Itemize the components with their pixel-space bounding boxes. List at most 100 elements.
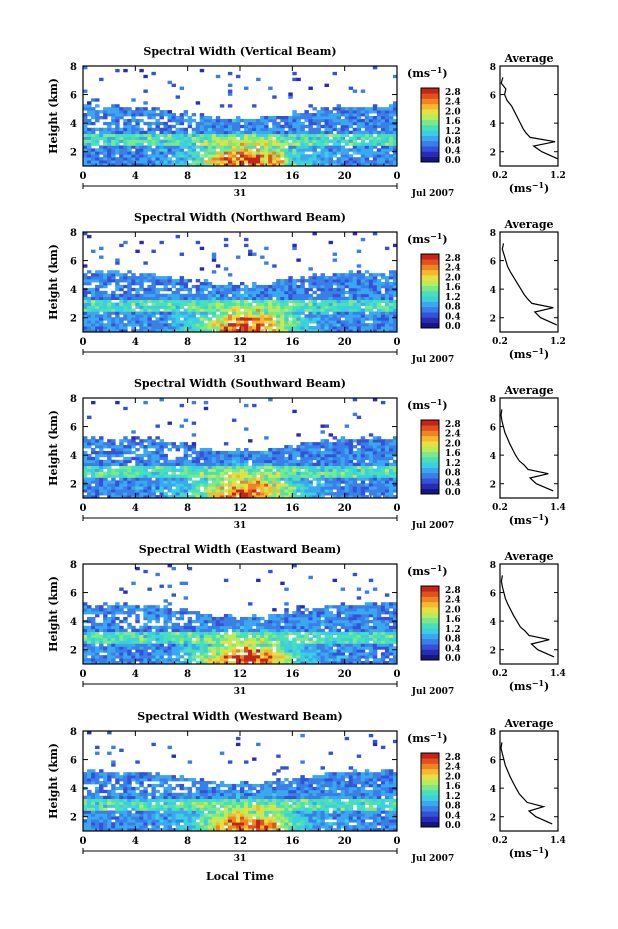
profile-unit-base: (ms — [509, 348, 532, 361]
profile-x-tick-label: 1.4 — [550, 503, 566, 513]
profile-y-tick-label: 6 — [490, 757, 496, 767]
colorbar-tick-label: 2.8 — [445, 88, 461, 98]
y-tick-label: 6 — [70, 756, 77, 767]
profile-line — [500, 409, 554, 492]
unit-label: (ms−1) — [407, 397, 448, 412]
colorbar-tick-label: 2.8 — [445, 586, 461, 596]
profile-y-tick-label: 8 — [490, 561, 496, 571]
profile-x-label: (ms−1) — [509, 346, 550, 361]
panel-0: Spectral Width (Vertical Beam)0 4 8 12 16 20 0… — [47, 45, 566, 199]
profile-y-tick-label: 4 — [490, 120, 496, 130]
x-tick-label: 12 — [233, 337, 247, 348]
y-tick-label: 4 — [70, 451, 77, 462]
colorbar-tick-label: 2.4 — [445, 596, 461, 606]
profile-y-tick-label: 4 — [490, 452, 496, 462]
profile-y-tick-label: 6 — [490, 258, 496, 268]
y-tick-label: 2 — [70, 314, 77, 325]
colorbar: 2.82.42.01.61.20.80.40.0 (ms−1) — [407, 730, 461, 831]
x-tick-label: 4 — [132, 171, 139, 182]
colorbar-tick-label: 0.8 — [445, 137, 461, 147]
y-tick-label: 8 — [70, 62, 77, 73]
colorbar: 2.82.42.01.61.20.80.40.0 (ms−1) — [407, 65, 461, 166]
colorbar-tick-label: 1.6 — [445, 449, 461, 459]
x-tick-label: 0 — [394, 503, 401, 514]
colorbar-frame — [420, 585, 440, 661]
x-tick-label: 8 — [184, 337, 191, 348]
x-tick-label: 8 — [184, 171, 191, 182]
profile-unit-close: ) — [544, 348, 549, 361]
x-tick-label: 12 — [233, 669, 247, 680]
profile-y-tick-label: 6 — [490, 92, 496, 102]
y-tick-label: 6 — [70, 91, 77, 102]
colorbar-frame — [420, 253, 440, 329]
colorbar-tick-label: 2.0 — [445, 273, 461, 283]
colorbar-tick-label: 1.6 — [445, 283, 461, 293]
x-tick-label: 16 — [285, 836, 299, 847]
heatmap-cells — [83, 398, 398, 499]
colorbar-tick-label: 2.0 — [445, 772, 461, 782]
profile-unit-close: ) — [544, 680, 549, 693]
unit-close: ) — [442, 399, 447, 412]
unit-label: (ms−1) — [407, 730, 448, 745]
x-tick-label: 4 — [132, 669, 139, 680]
heatmap-cells — [83, 564, 398, 665]
x-tick-label: 0 — [80, 669, 87, 680]
unit-label: (ms−1) — [407, 65, 448, 80]
profile-unit-base: (ms — [509, 182, 532, 195]
panel-title: Spectral Width (Westward Beam) — [137, 710, 342, 723]
heatmap-cells — [83, 232, 398, 333]
colorbar-tick-label: 0.8 — [445, 469, 461, 479]
profile-line — [500, 77, 559, 160]
x-tick-label: 4 — [132, 836, 139, 847]
x-tick-label: 16 — [285, 503, 299, 514]
profile-unit-base: (ms — [509, 847, 532, 860]
profile-x-tick-label: 0.2 — [492, 836, 508, 846]
x-tick-label: 20 — [338, 836, 352, 847]
x-tick-label: 4 — [132, 503, 139, 514]
unit-base: (ms — [407, 565, 430, 578]
colorbar-tick-label: 2.4 — [445, 98, 461, 108]
y-tick-label: 4 — [70, 617, 77, 628]
profile-title: Average — [503, 550, 553, 563]
profile-line — [500, 575, 555, 658]
y-axis-label: Height (km) — [47, 78, 60, 154]
profile-frame — [499, 397, 559, 499]
colorbar-tick-label: 2.0 — [445, 439, 461, 449]
colorbar-tick-label: 0.4 — [445, 478, 461, 488]
colorbar: 2.82.42.01.61.20.80.40.0 (ms−1) — [407, 231, 461, 332]
x-tick-label: 0 — [80, 171, 87, 182]
y-tick-label: 8 — [70, 560, 77, 571]
x-axis-label: Local Time — [206, 870, 274, 883]
colorbar-frame — [420, 419, 440, 495]
profile-title: Average — [503, 717, 553, 730]
profile-y-tick-label: 8 — [490, 63, 496, 73]
colorbar-tick-label: 2.4 — [445, 264, 461, 274]
x-tick-label: 0 — [80, 836, 87, 847]
panel-title: Spectral Width (Eastward Beam) — [139, 543, 341, 556]
colorbar-tick-label: 1.6 — [445, 615, 461, 625]
y-tick-label: 6 — [70, 589, 77, 600]
panel-2: Spectral Width (Southward Beam)0 4 8 12 16 20… — [47, 377, 566, 531]
y-tick-label: 4 — [70, 784, 77, 795]
profile-x-label: (ms−1) — [509, 180, 550, 195]
profile-y-tick-label: 2 — [490, 149, 496, 159]
unit-close: ) — [442, 565, 447, 578]
profile-line — [500, 742, 553, 825]
unit-label: (ms−1) — [407, 563, 448, 578]
panel-title: Spectral Width (Southward Beam) — [134, 377, 346, 390]
x-tick-label: 20 — [338, 503, 352, 514]
profile-unit-exp: −1 — [532, 346, 544, 356]
profile-unit-close: ) — [544, 182, 549, 195]
colorbar-tick-label: 1.2 — [445, 459, 461, 469]
x-tick-label: 12 — [233, 503, 247, 514]
colorbar-tick-label: 1.6 — [445, 117, 461, 127]
x-tick-label: 0 — [394, 669, 401, 680]
colorbar-tick-label: 2.8 — [445, 753, 461, 763]
profile-x-tick-label: 1.2 — [550, 337, 566, 347]
unit-base: (ms — [407, 399, 430, 412]
y-tick-label: 2 — [70, 480, 77, 491]
profile-frame — [499, 65, 559, 167]
colorbar-tick-label: 2.8 — [445, 254, 461, 264]
